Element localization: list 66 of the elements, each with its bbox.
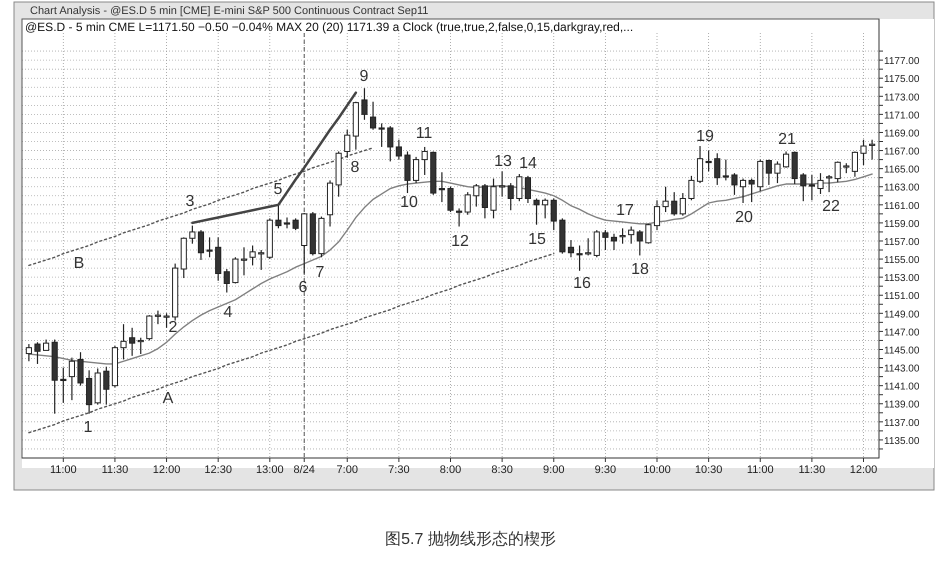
x-tick-label: 11:00 xyxy=(746,464,774,476)
annotation: B xyxy=(74,255,84,272)
x-tick-label: 11:30 xyxy=(102,464,128,476)
y-tick-label: 1139.00 xyxy=(884,400,920,411)
y-tick-label: 1169.00 xyxy=(884,128,920,140)
y-tick-label: 1161.00 xyxy=(884,200,920,212)
y-tick-label: 1147.00 xyxy=(884,327,920,338)
caption: 图5.7 抛物线形态的楔形 xyxy=(385,530,556,548)
annotation: 13 xyxy=(494,153,512,170)
y-tick-label: 1149.00 xyxy=(884,309,920,320)
x-tick-label: 11:00 xyxy=(50,464,77,476)
chart-subtitle: @ES.D - 5 min CME L=1171.50 −0.50 −0.04% MAX 20 (20) 1171.39 a Clock (true,true,2,false,0,15,darkgray,red,... xyxy=(25,20,634,34)
annotation: 10 xyxy=(400,194,418,211)
annotation: 11 xyxy=(416,125,432,142)
y-tick-label: 1163.00 xyxy=(884,182,920,194)
y-tick-label: 1165.00 xyxy=(884,164,920,176)
annotation: A xyxy=(162,390,174,407)
x-tick-label: 9:00 xyxy=(543,464,564,476)
x-tick-label: 9:30 xyxy=(594,464,616,476)
y-tick-label: 1167.00 xyxy=(884,146,920,158)
annotation: 18 xyxy=(631,261,649,278)
x-tick-label: 13:00 xyxy=(256,464,284,476)
y-tick-label: 1143.00 xyxy=(884,364,920,375)
y-tick-label: 1155.00 xyxy=(884,255,920,266)
y-tick-label: 1173.00 xyxy=(884,92,920,104)
y-tick-label: 1137.00 xyxy=(884,418,920,429)
annotation: 14 xyxy=(519,155,537,172)
annotation: 12 xyxy=(451,233,469,250)
x-tick-label: 10:30 xyxy=(694,464,722,476)
x-tick-label: 8/24 xyxy=(294,464,315,476)
x-tick-label: 11:30 xyxy=(798,464,826,476)
annotation: 19 xyxy=(696,128,714,145)
annotation: 4 xyxy=(224,304,233,321)
y-tick-label: 1151.00 xyxy=(884,291,920,302)
annotation: 8 xyxy=(350,159,360,176)
annotation: 20 xyxy=(735,209,753,226)
y-tick-label: 1159.00 xyxy=(884,218,920,230)
y-tick-label: 1141.00 xyxy=(884,382,920,393)
annotation: 2 xyxy=(168,319,178,336)
x-tick-label: 12:30 xyxy=(204,464,232,476)
x-tick-label: 10:00 xyxy=(643,464,671,476)
x-tick-label: 12:00 xyxy=(850,464,878,476)
y-tick-label: 1145.00 xyxy=(884,345,920,356)
annotation: 17 xyxy=(616,202,634,219)
x-tick-label: 12:00 xyxy=(152,464,180,476)
y-tick-label: 1135.00 xyxy=(884,436,920,447)
annotation: 3 xyxy=(186,193,195,210)
y-tick-label: 1175.00 xyxy=(884,74,920,86)
annotation: 15 xyxy=(528,231,546,248)
annotation: 6 xyxy=(298,279,308,296)
chart-title: Chart Analysis - @ES.D 5 min [CME] E-mini S&P 500 Continuous Contract Sep11 xyxy=(30,5,428,17)
annotation: 22 xyxy=(822,198,840,215)
x-tick-label: 8:30 xyxy=(491,464,513,476)
x-tick-label: 7:30 xyxy=(388,464,410,476)
y-tick-label: 1157.00 xyxy=(884,236,920,248)
annotation: 1 xyxy=(84,419,93,436)
y-tick-label: 1171.00 xyxy=(884,110,920,122)
annotation: 7 xyxy=(316,264,325,281)
annotation: 5 xyxy=(274,181,283,198)
annotation: 16 xyxy=(573,275,591,292)
y-tick-label: 1177.00 xyxy=(884,56,920,68)
x-tick-label: 8:00 xyxy=(440,464,462,476)
x-tick-label: 7:00 xyxy=(336,464,358,476)
y-tick-label: 1153.00 xyxy=(884,273,920,284)
annotation: 9 xyxy=(360,68,369,85)
annotation: 21 xyxy=(778,131,796,148)
